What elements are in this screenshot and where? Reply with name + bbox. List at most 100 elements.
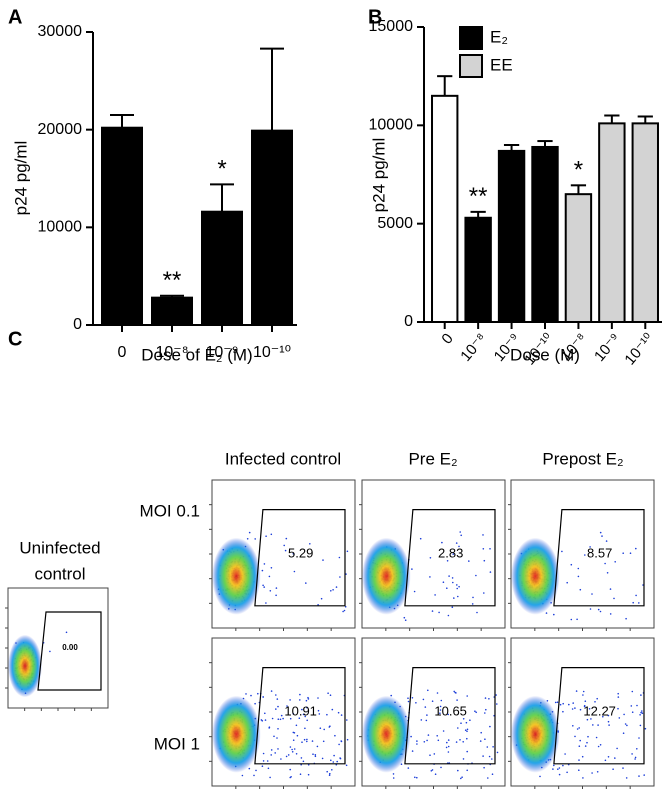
event-dot (594, 701, 596, 703)
event-dot (293, 748, 296, 750)
event-dot (586, 741, 588, 744)
event-dot (614, 561, 616, 563)
event-dot (314, 755, 317, 758)
event-dot (616, 747, 618, 750)
event-dot (454, 691, 457, 694)
event-dot (302, 713, 305, 716)
event-dot (447, 739, 450, 741)
event-dot (457, 769, 459, 772)
event-dot (276, 737, 278, 739)
event-dot (414, 776, 416, 779)
gate-value: 8.57 (587, 545, 612, 560)
gate (37, 611, 102, 691)
event-dot (271, 717, 274, 720)
event-dot (427, 689, 429, 692)
event-dot (482, 534, 484, 536)
event-dot (564, 753, 566, 755)
event-dot (466, 730, 468, 733)
event-dot (338, 556, 341, 559)
event-dot (277, 748, 279, 750)
significance-marker: * (574, 157, 583, 184)
event-dot (553, 613, 555, 616)
event-dot (625, 617, 627, 620)
event-dot (587, 735, 589, 738)
event-dot (464, 729, 467, 731)
density-core (511, 695, 560, 773)
bar (497, 149, 526, 323)
event-dot (430, 770, 433, 772)
event-dot (346, 738, 349, 741)
event-dot (447, 614, 450, 617)
event-dot (623, 713, 625, 716)
event-dot (270, 567, 273, 569)
event-dot (558, 773, 561, 776)
event-dot (291, 748, 293, 751)
event-dot (451, 606, 454, 608)
event-dot (434, 773, 437, 775)
event-dot (608, 724, 610, 726)
event-dot (442, 581, 445, 583)
density-core (362, 695, 411, 773)
event-dot (411, 750, 414, 752)
event-dot (437, 739, 440, 742)
event-dot (407, 700, 410, 703)
column-header: Prepost E₂ (542, 449, 623, 468)
bar (564, 193, 593, 324)
event-dot (277, 705, 279, 708)
event-dot (455, 741, 458, 743)
gate-value: 5.29 (288, 545, 313, 560)
event-dot (584, 745, 587, 747)
event-dot (456, 699, 458, 701)
event-dot (461, 776, 463, 778)
event-dot (591, 593, 593, 595)
event-dot (416, 776, 418, 779)
event-dot (292, 712, 295, 715)
event-dot (570, 563, 573, 566)
event-dot (332, 589, 334, 591)
event-dot (439, 709, 442, 711)
event-dot (280, 758, 282, 760)
event-dot (635, 547, 637, 550)
event-dot (570, 618, 573, 621)
event-dot (270, 749, 273, 751)
event-dot (303, 738, 306, 741)
event-dot (343, 609, 346, 612)
event-dot (586, 718, 589, 721)
event-dot (480, 731, 483, 734)
event-dot (599, 610, 602, 613)
event-dot (562, 702, 564, 705)
event-dot (261, 720, 264, 722)
event-dot (457, 595, 459, 598)
event-dot (576, 618, 578, 621)
event-dot (329, 694, 332, 696)
event-dot (605, 540, 608, 542)
event-dot (292, 731, 295, 734)
event-dot (581, 755, 584, 758)
significance-marker: * (217, 156, 226, 183)
event-dot (640, 694, 642, 696)
event-dot (622, 732, 625, 734)
event-dot (643, 774, 645, 776)
event-dot (306, 740, 308, 743)
event-dot (307, 764, 310, 766)
event-dot (578, 745, 581, 747)
event-dot (634, 758, 636, 760)
event-dot (601, 535, 603, 537)
bar (531, 145, 559, 323)
event-dot (539, 775, 541, 778)
event-dot (631, 711, 634, 713)
event-dot (613, 597, 615, 600)
event-dot (262, 584, 264, 587)
event-dot (579, 588, 582, 591)
gate-value: 12.27 (583, 703, 616, 718)
event-dot (638, 775, 640, 777)
event-dot (589, 608, 592, 610)
event-dot (472, 596, 474, 599)
event-dot (491, 773, 494, 775)
event-dot (458, 545, 460, 548)
event-dot (265, 602, 267, 604)
event-dot (411, 568, 413, 570)
event-dot (471, 603, 474, 605)
event-dot (609, 588, 612, 590)
